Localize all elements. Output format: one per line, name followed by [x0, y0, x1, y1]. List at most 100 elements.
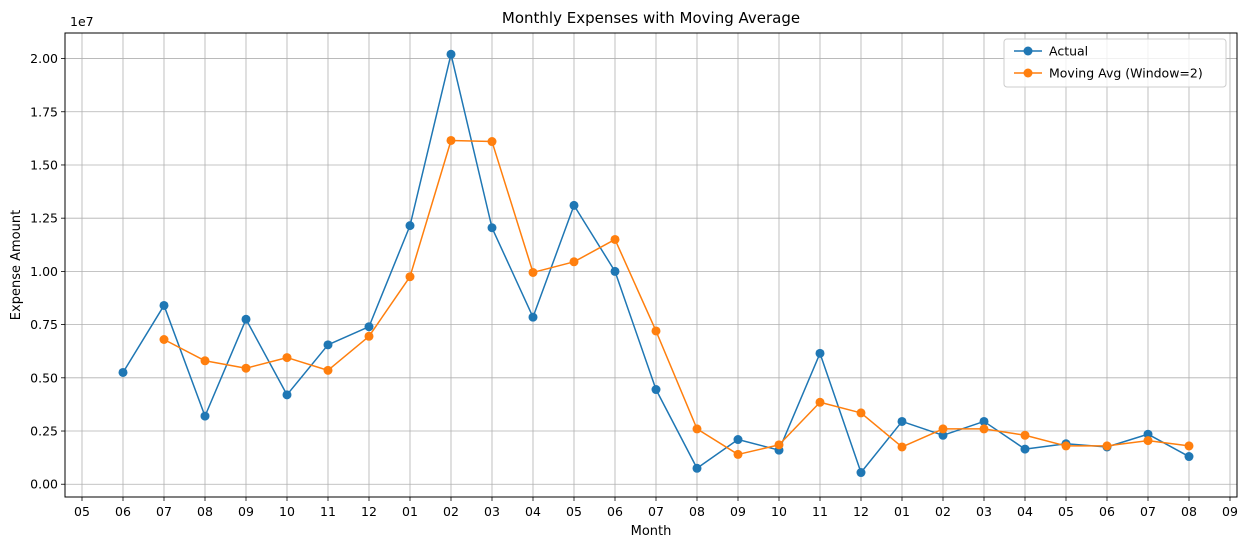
data-point-actual [856, 468, 866, 478]
data-point-moving-avg [979, 424, 989, 434]
data-point-actual [241, 314, 251, 324]
data-point-moving-avg [1020, 430, 1030, 440]
data-point-moving-avg [897, 442, 907, 452]
x-tick-label: 07 [156, 504, 172, 519]
data-point-actual [159, 300, 169, 310]
y-offset-label: 1e7 [70, 14, 94, 29]
data-point-moving-avg [651, 326, 661, 336]
data-point-actual [733, 435, 743, 445]
x-tick-label: 04 [525, 504, 541, 519]
data-point-actual [815, 348, 825, 358]
x-tick-label: 08 [1181, 504, 1197, 519]
y-tick-label: 1.75 [30, 104, 58, 119]
series-line-moving-avg [163, 139, 1190, 456]
data-point-moving-avg [692, 424, 702, 434]
x-tick-label: 02 [935, 504, 951, 519]
y-tick-label: 2.00 [30, 51, 58, 66]
x-tick-label: 11 [320, 504, 336, 519]
x-tick-label: 09 [730, 504, 746, 519]
data-point-actual [446, 49, 456, 59]
data-point-actual [364, 322, 374, 332]
x-tick-label: 09 [1222, 504, 1238, 519]
x-tick-label: 02 [443, 504, 459, 519]
x-tick-label: 05 [74, 504, 90, 519]
data-point-moving-avg [774, 440, 784, 450]
x-tick-label: 07 [648, 504, 664, 519]
data-point-moving-avg [282, 353, 292, 363]
x-tick-label: 03 [484, 504, 500, 519]
data-point-moving-avg [405, 272, 415, 282]
data-point-actual [569, 200, 579, 210]
data-point-actual [938, 430, 948, 440]
data-point-actual [979, 416, 989, 426]
data-point-moving-avg [200, 356, 210, 366]
data-point-moving-avg [610, 234, 620, 244]
data-point-actual [487, 223, 497, 233]
data-point-actual [897, 416, 907, 426]
data-point-moving-avg [323, 365, 333, 375]
x-axis-label: Month [631, 524, 672, 539]
legend-label-actual: Actual [1049, 44, 1088, 59]
y-tick-label: 1.25 [30, 211, 58, 226]
data-point-moving-avg [569, 257, 579, 267]
data-point-moving-avg [815, 397, 825, 407]
y-tick-label: 0.25 [30, 424, 58, 439]
y-tick-label: 0.50 [30, 370, 58, 385]
data-point-actual [692, 463, 702, 473]
grid [65, 33, 1237, 497]
x-tick-label: 11 [812, 504, 828, 519]
y-tick-label: 1.00 [30, 264, 58, 279]
data-point-actual [528, 312, 538, 322]
chart-title: Monthly Expenses with Moving Average [502, 9, 800, 27]
data-point-moving-avg [528, 267, 538, 277]
legend: Actual Moving Avg (Window=2) [1003, 38, 1227, 88]
x-tick-label: 12 [853, 504, 869, 519]
legend-marker-moving-avg [1023, 68, 1033, 78]
legend-marker-actual [1023, 46, 1033, 56]
x-tick-label: 01 [402, 504, 418, 519]
data-point-actual [323, 340, 333, 350]
data-point-actual [118, 367, 128, 377]
data-point-actual [610, 266, 620, 276]
x-tick-label: 06 [607, 504, 623, 519]
x-tick-label: 05 [1058, 504, 1074, 519]
data-point-moving-avg [446, 135, 456, 145]
y-tick-label: 0.75 [30, 317, 58, 332]
x-tick-label: 07 [1140, 504, 1156, 519]
x-tick-label: 08 [197, 504, 213, 519]
data-point-moving-avg [1143, 436, 1153, 446]
x-tick-label: 01 [894, 504, 910, 519]
data-point-moving-avg [1061, 441, 1071, 451]
x-tick-label: 04 [1017, 504, 1033, 519]
y-tick-label: 1.50 [30, 157, 58, 172]
data-point-actual [405, 221, 415, 231]
data-point-actual [1143, 429, 1153, 439]
data-point-actual [282, 390, 292, 400]
x-tick-label: 10 [279, 504, 295, 519]
plot-frame [64, 32, 1238, 498]
data-point-actual [1184, 452, 1194, 462]
data-point-moving-avg [487, 137, 497, 147]
series-layer [118, 49, 1194, 478]
y-axis-label: Expense Amount [9, 210, 24, 320]
data-point-actual [651, 385, 661, 395]
data-point-moving-avg [364, 331, 374, 341]
x-axis: 05 06 07 08 09 10 11 12 01 02 03 04 05 06 07 08 09 10 11 12… [74, 497, 1238, 519]
data-point-actual [1020, 444, 1030, 454]
y-tick-label: 0.00 [30, 477, 58, 492]
x-tick-label: 12 [361, 504, 377, 519]
legend-label-moving-avg: Moving Avg (Window=2) [1049, 66, 1203, 81]
x-tick-label: 06 [115, 504, 131, 519]
x-tick-label: 08 [689, 504, 705, 519]
x-tick-label: 06 [1099, 504, 1115, 519]
y-axis: 0.00 0.25 0.50 0.75 1.00 1.25 1.50 1.75 2.00 [30, 51, 65, 492]
data-point-moving-avg [1102, 441, 1112, 451]
data-point-moving-avg [159, 334, 169, 344]
legend-box [1003, 38, 1227, 88]
x-tick-label: 05 [566, 504, 582, 519]
data-point-moving-avg [241, 363, 251, 373]
data-point-moving-avg [1184, 441, 1194, 451]
data-point-moving-avg [733, 449, 743, 459]
data-point-moving-avg [938, 424, 948, 434]
x-tick-label: 09 [238, 504, 254, 519]
